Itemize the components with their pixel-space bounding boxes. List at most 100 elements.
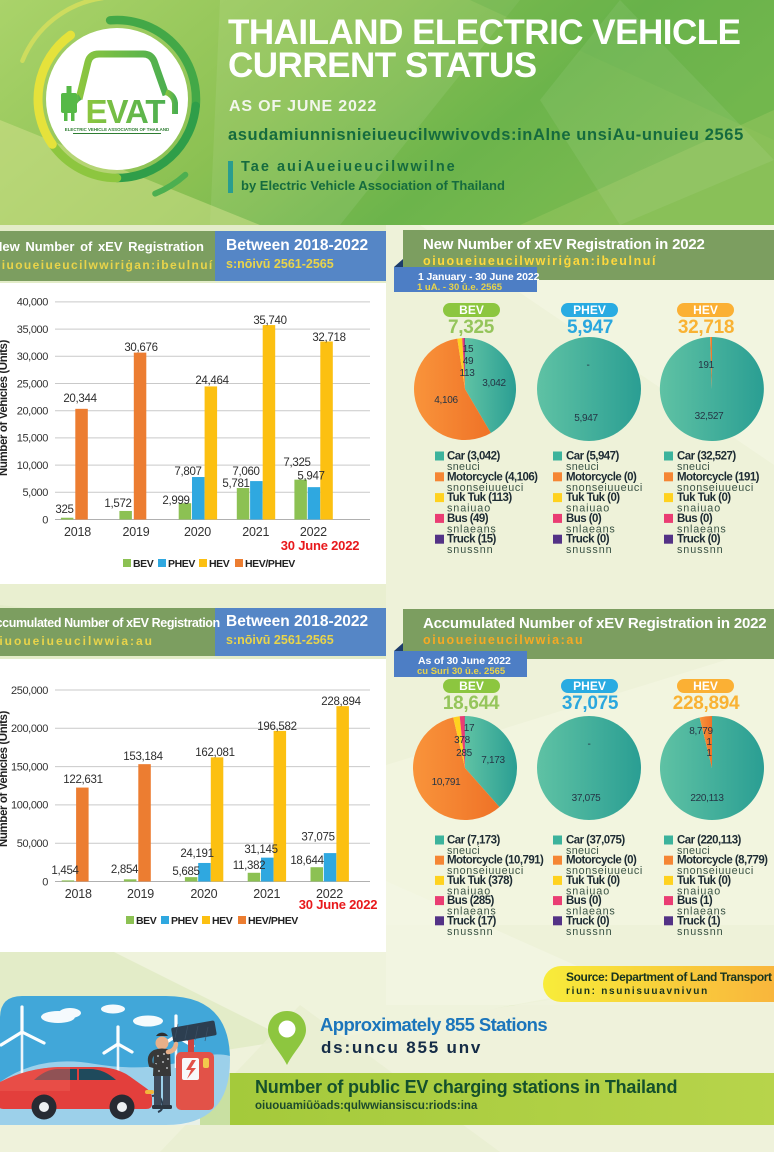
svg-text:snaiuao: snaiuao (447, 885, 491, 897)
svg-text:32,718: 32,718 (312, 332, 345, 344)
svg-text:191: 191 (698, 360, 715, 371)
svg-text:Truck (17): Truck (17) (447, 915, 497, 927)
svg-text:2021: 2021 (242, 525, 269, 539)
svg-text:Truck (15): Truck (15) (447, 534, 497, 546)
svg-text:1: 1 (706, 737, 712, 748)
svg-text:20,000: 20,000 (17, 406, 49, 418)
svg-text:Motorcycle (8,779): Motorcycle (8,779) (677, 855, 768, 867)
svg-text:285: 285 (456, 748, 473, 759)
svg-text:snonseiuueuci: snonseiuueuci (566, 865, 643, 877)
svg-text:Bus (49): Bus (49) (447, 513, 489, 525)
svg-text:snussnn: snussnn (447, 544, 494, 556)
svg-text:snlaeans: snlaeans (677, 523, 727, 535)
svg-text:122,631: 122,631 (63, 774, 102, 786)
svg-text:7,325: 7,325 (283, 457, 310, 469)
svg-text:snonseiuueuci: snonseiuueuci (677, 482, 754, 494)
svg-text:100,000: 100,000 (11, 800, 48, 812)
svg-text:HEV: HEV (212, 915, 233, 927)
svg-text:-: - (586, 360, 589, 371)
svg-text:0: 0 (42, 876, 48, 888)
svg-text:Truck (0): Truck (0) (566, 915, 610, 927)
svg-text:1: 1 (706, 748, 712, 759)
svg-text:31,145: 31,145 (244, 844, 277, 856)
svg-text:snaiuao: snaiuao (677, 503, 721, 515)
svg-text:11,382: 11,382 (233, 860, 266, 872)
svg-text:2022: 2022 (300, 525, 327, 539)
svg-text:sneuci: sneuci (447, 461, 480, 473)
svg-text:Bus (0): Bus (0) (566, 895, 602, 907)
svg-text:8,779: 8,779 (689, 726, 713, 737)
svg-text:2018: 2018 (64, 525, 91, 539)
svg-text:5,685: 5,685 (172, 866, 199, 878)
svg-text:30 June 2022: 30 June 2022 (281, 538, 360, 553)
svg-text:250,000: 250,000 (11, 685, 48, 697)
svg-text:Tuk Tuk (113): Tuk Tuk (113) (447, 492, 512, 504)
svg-text:25,000: 25,000 (17, 378, 49, 390)
svg-text:18,644: 18,644 (290, 855, 324, 867)
svg-text:PHEV: PHEV (171, 915, 198, 927)
svg-text:30,000: 30,000 (17, 351, 49, 363)
svg-text:37,075: 37,075 (301, 832, 334, 844)
svg-text:7,807: 7,807 (174, 466, 201, 478)
svg-text:2020: 2020 (184, 525, 211, 539)
svg-text:2020: 2020 (190, 887, 217, 901)
svg-text:snaiuao: snaiuao (677, 885, 721, 897)
svg-text:snlaeans: snlaeans (447, 906, 497, 918)
svg-text:snussnn: snussnn (677, 544, 724, 556)
svg-text:ELECTRIC VEHICLE ASSOCIATION O: ELECTRIC VEHICLE ASSOCIATION OF THAILAND (65, 127, 169, 132)
svg-text:5,947: 5,947 (574, 413, 598, 424)
svg-text:Motorcycle (0): Motorcycle (0) (566, 471, 637, 483)
svg-text:5,947: 5,947 (297, 471, 324, 483)
svg-text:Truck (0): Truck (0) (566, 534, 610, 546)
svg-text:HEV/PHEV: HEV/PHEV (248, 915, 298, 927)
svg-text:Car (37,075): Car (37,075) (566, 835, 625, 847)
svg-text:snussnn: snussnn (566, 926, 613, 938)
svg-text:325: 325 (55, 504, 73, 516)
svg-text:15,000: 15,000 (17, 433, 49, 445)
svg-text:35,740: 35,740 (253, 315, 286, 327)
svg-text:-: - (587, 739, 590, 750)
svg-text:sneuci: sneuci (566, 461, 599, 473)
svg-text:5,000: 5,000 (22, 487, 48, 499)
svg-text:7,060: 7,060 (232, 466, 259, 478)
svg-text:24,191: 24,191 (180, 848, 213, 860)
svg-text:24,464: 24,464 (195, 375, 229, 387)
svg-text:Motorcycle (191): Motorcycle (191) (677, 471, 760, 483)
svg-text:Number of Vehicles (Units): Number of Vehicles (Units) (0, 339, 10, 476)
svg-text:37,075: 37,075 (572, 793, 602, 804)
svg-text:sneuci: sneuci (566, 845, 599, 857)
svg-text:snaiuao: snaiuao (447, 503, 491, 515)
svg-text:Bus (285): Bus (285) (447, 895, 495, 907)
svg-text:2018: 2018 (65, 887, 92, 901)
svg-text:10,791: 10,791 (432, 777, 462, 788)
svg-text:35,000: 35,000 (17, 324, 49, 336)
svg-text:5,781: 5,781 (222, 478, 249, 490)
svg-text:snaiuao: snaiuao (566, 503, 610, 515)
svg-text:snussnn: snussnn (447, 926, 494, 938)
svg-text:4,106: 4,106 (434, 395, 458, 406)
svg-text:sneuci: sneuci (447, 845, 480, 857)
svg-text:2021: 2021 (253, 887, 280, 901)
svg-text:200,000: 200,000 (11, 723, 48, 735)
svg-text:2022: 2022 (316, 887, 343, 901)
svg-text:2019: 2019 (127, 887, 154, 901)
svg-text:2,999: 2,999 (162, 495, 189, 507)
svg-text:162,081: 162,081 (195, 747, 234, 759)
svg-text:snonseiuueuci: snonseiuueuci (447, 482, 524, 494)
svg-text:49: 49 (463, 356, 474, 367)
svg-text:10,000: 10,000 (17, 460, 49, 472)
svg-text:Truck (0): Truck (0) (677, 534, 721, 546)
svg-text:Motorcycle (10,791): Motorcycle (10,791) (447, 855, 544, 867)
svg-text:snussnn: snussnn (566, 544, 613, 556)
svg-text:Tuk Tuk (378): Tuk Tuk (378) (447, 875, 513, 887)
svg-text:150,000: 150,000 (11, 761, 48, 773)
svg-text:sneuci: sneuci (677, 461, 710, 473)
svg-text:196,582: 196,582 (257, 721, 296, 733)
svg-text:3,042: 3,042 (482, 378, 506, 389)
svg-text:Motorcycle (0): Motorcycle (0) (566, 855, 637, 867)
svg-text:snonseiuueuci: snonseiuueuci (566, 482, 643, 494)
svg-text:32,527: 32,527 (695, 411, 725, 422)
svg-text:Tuk Tuk (0): Tuk Tuk (0) (566, 492, 620, 504)
svg-text:30,676: 30,676 (124, 342, 157, 354)
svg-text:220,113: 220,113 (690, 793, 724, 804)
